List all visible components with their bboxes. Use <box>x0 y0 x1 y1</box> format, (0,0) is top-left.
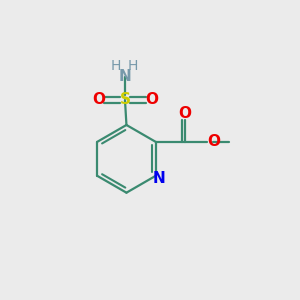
Text: O: O <box>207 134 220 149</box>
Text: O: O <box>145 92 158 107</box>
Text: H: H <box>128 59 138 73</box>
Text: O: O <box>92 92 105 107</box>
Text: O: O <box>179 106 192 121</box>
Text: H: H <box>110 59 121 73</box>
Text: S: S <box>119 92 130 107</box>
Text: N: N <box>118 70 131 85</box>
Text: N: N <box>153 171 166 186</box>
